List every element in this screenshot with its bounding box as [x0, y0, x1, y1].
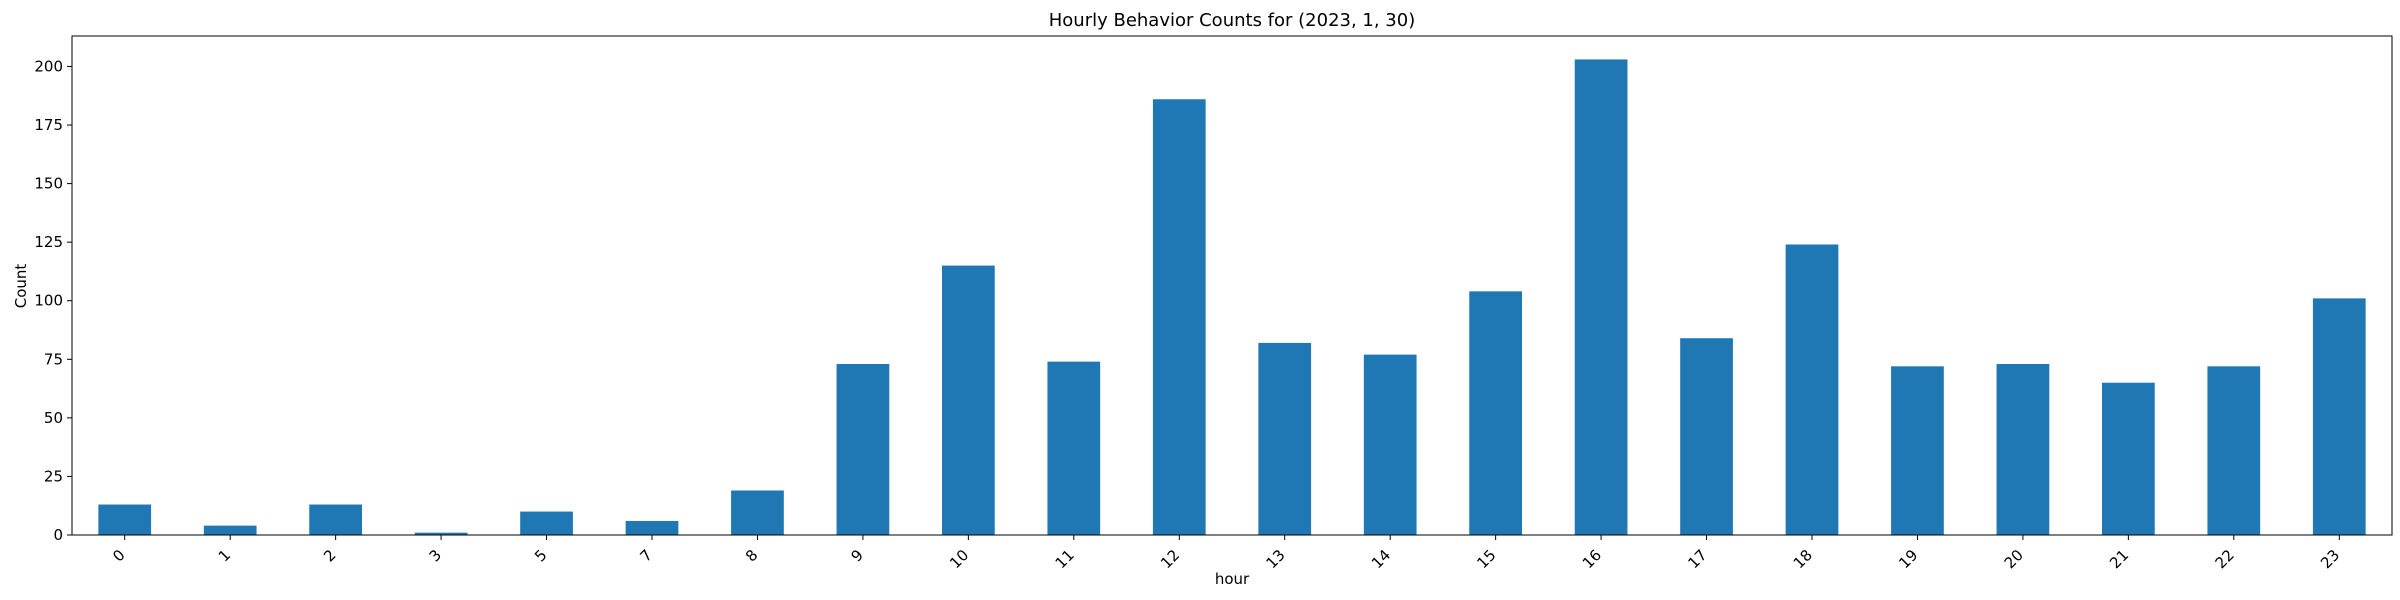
y-tick-label: 125: [34, 233, 63, 251]
bar-hour-16: [1574, 59, 1628, 536]
bar-hour-2: [309, 504, 362, 535]
bar-hour-17: [1680, 338, 1733, 535]
chart-title: Hourly Behavior Counts for (2023, 1, 30): [1049, 10, 1416, 31]
y-tick-label: 175: [34, 116, 63, 134]
y-axis: 0 25 50 75 100 125 150 175 200: [34, 57, 72, 544]
bar-hour-12: [1152, 99, 1206, 535]
bar-hour-7: [625, 520, 679, 535]
y-tick-label: 100: [34, 292, 63, 310]
bar-hour-9: [836, 363, 890, 535]
bar-hour-18: [1785, 244, 1839, 535]
y-tick-label: 0: [53, 526, 63, 544]
y-tick-label: 200: [34, 57, 63, 75]
bar-hour-20: [1996, 363, 2050, 535]
bar-hour-19: [1891, 366, 1944, 535]
x-axis-label: hour: [1215, 570, 1250, 588]
plot-frame: [71, 35, 2393, 536]
y-tick-label: 50: [44, 409, 63, 427]
bar-hour-3: [414, 532, 468, 535]
y-axis-label: Count: [12, 264, 30, 309]
bar-hour-14: [1363, 354, 1417, 535]
y-tick-label: 150: [34, 175, 63, 193]
bar-hour-21: [2102, 382, 2155, 535]
bar-hour-23: [2312, 298, 2366, 535]
bar-hour-13: [1258, 342, 1312, 535]
bar-hour-10: [942, 265, 995, 535]
bar-hour-5: [520, 511, 573, 535]
bar-hour-22: [2207, 366, 2261, 535]
bar-hour-15: [1469, 291, 1522, 535]
bar-hour-0: [98, 504, 152, 535]
y-tick-label: 25: [44, 467, 63, 485]
bars-group: [98, 59, 2366, 536]
bar-hour-11: [1047, 361, 1101, 535]
bar-hour-8: [731, 490, 784, 535]
bar-hour-1: [203, 525, 257, 535]
y-tick-label: 75: [44, 350, 63, 368]
